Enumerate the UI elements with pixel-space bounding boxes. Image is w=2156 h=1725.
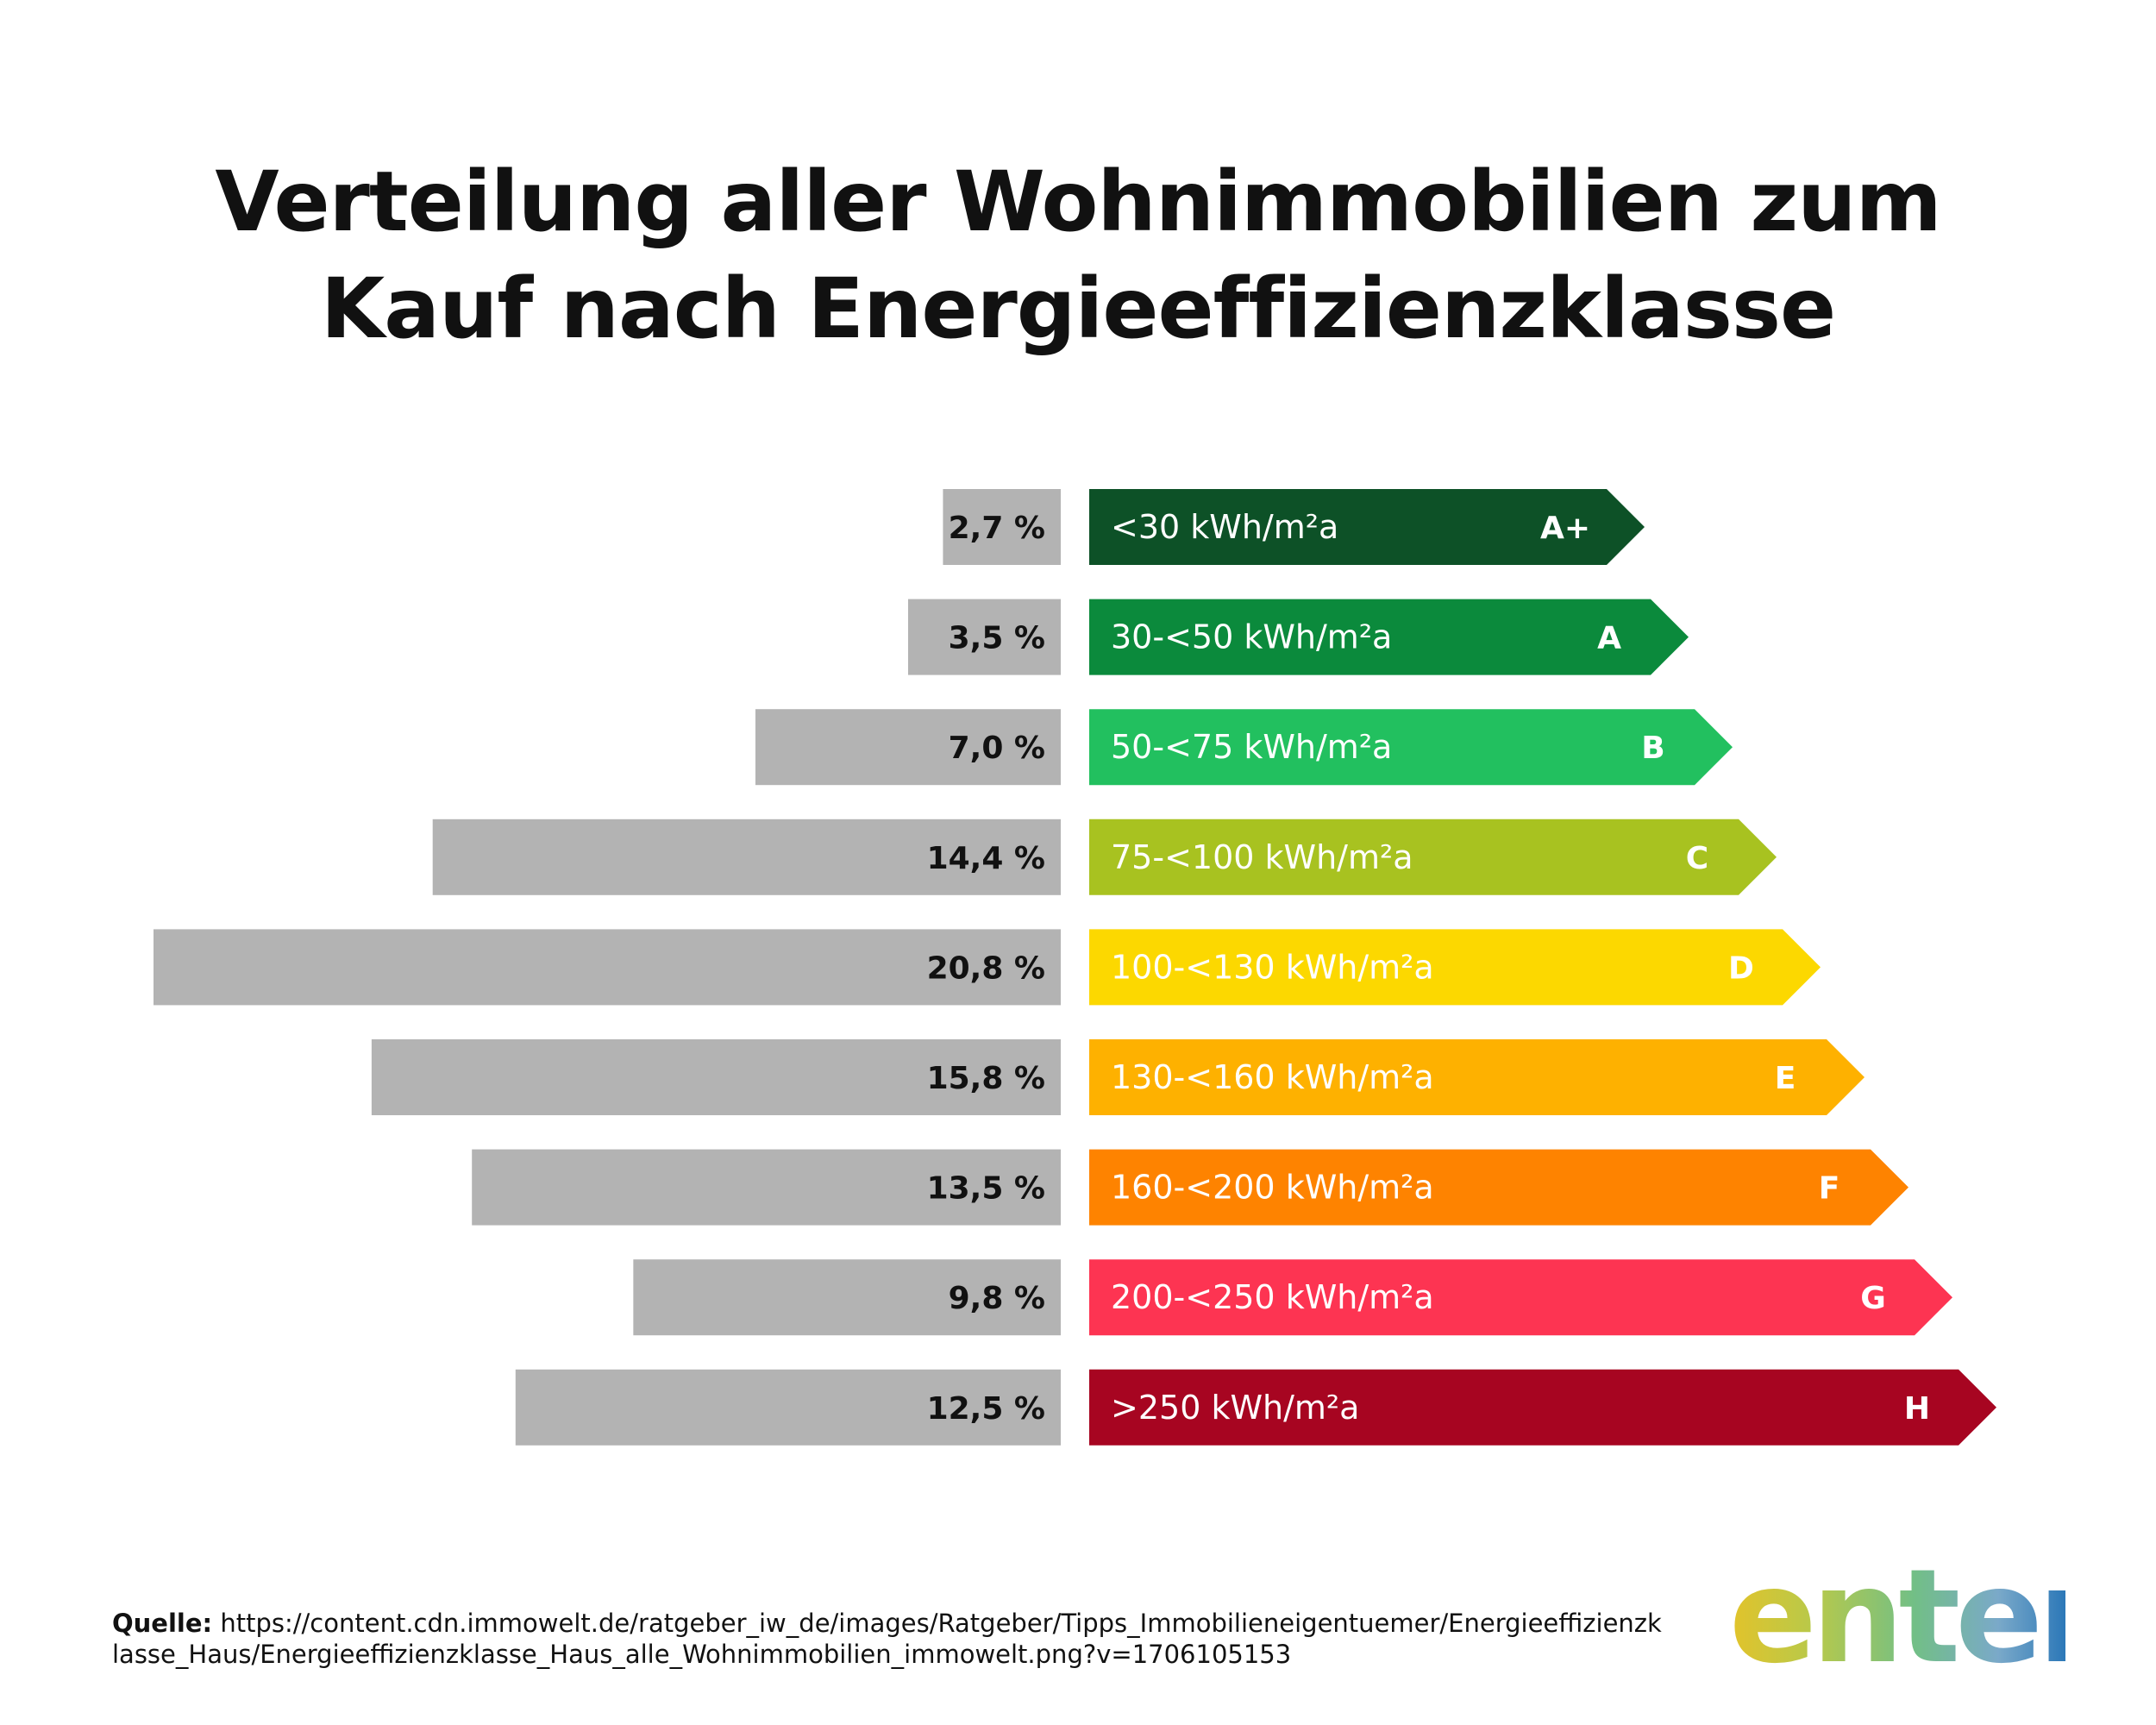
chart-title: Verteilung aller Wohnimmobilien zum Kauf… [0,148,2156,362]
value-bar-f [472,1149,1061,1226]
range-label: 50-<75 kWh/m²a [1111,728,1392,766]
value-label: 2,7 % [949,511,1045,546]
value-label: 7,0 % [949,731,1045,766]
energy-class-arrow-b [1089,709,1733,786]
class-label: G [1860,1281,1886,1316]
energy-class-arrow-a [1089,599,1689,675]
range-label: 30-<50 kWh/m²a [1111,618,1392,656]
range-label: 75-<100 kWh/m²a [1111,838,1413,876]
range-label: >250 kWh/m²a [1111,1389,1359,1427]
class-label: H [1904,1391,1930,1427]
value-bar-e [371,1039,1061,1115]
value-label: 15,8 % [927,1061,1045,1096]
chart-title-line-1: Verteilung aller Wohnimmobilien zum [215,154,1941,250]
enter-logo: enter [1729,1542,2102,1692]
class-label: B [1641,731,1664,766]
value-bar-aplus [943,489,1061,565]
energy-class-arrow-g [1089,1259,1952,1336]
value-label: 3,5 % [949,621,1045,656]
value-bar-d [154,929,1061,1006]
source-note: Quelle: https://content.cdn.immowelt.de/… [112,1608,1664,1670]
energy-class-arrow-d [1089,929,1821,1006]
chart-title-line-2: Kauf nach Energieeffizienzklasse [320,260,1836,357]
class-label: A [1597,621,1621,656]
range-label: 100-<130 kWh/m²a [1111,948,1434,986]
value-label: 14,4 % [927,841,1045,876]
value-label: 13,5 % [927,1171,1045,1207]
value-bar-c [432,819,1061,895]
range-label: <30 kWh/m²a [1111,508,1338,546]
value-bar-g [633,1259,1061,1336]
class-label: D [1728,950,1754,986]
value-label: 9,8 % [949,1281,1045,1316]
class-label: C [1686,841,1708,876]
value-label: 12,5 % [927,1391,1045,1427]
class-label: E [1775,1061,1796,1096]
value-bar-a [907,599,1061,675]
source-url[interactable]: https://content.cdn.immowelt.de/ratgeber… [112,1609,1662,1669]
value-bar-h [515,1369,1061,1446]
energy-class-chart: 2,7 % <30 kWh/m²a A+ 3,5 % 30-<50 kWh/m²a A 7,… [154,489,1996,1446]
energy-class-arrow-f [1089,1149,1908,1226]
value-label: 20,8 % [927,950,1045,986]
source-label: Quelle: [112,1609,213,1638]
class-label: A+ [1540,511,1590,546]
energy-class-arrow-aplus [1089,489,1645,565]
range-label: 130-<160 kWh/m²a [1111,1058,1434,1096]
energy-class-arrow-c [1089,819,1777,895]
range-label: 200-<250 kWh/m²a [1111,1278,1434,1316]
energy-class-arrow-e [1089,1039,1865,1115]
range-label: 160-<200 kWh/m²a [1111,1169,1434,1207]
energy-class-arrow-h [1089,1369,1996,1446]
class-label: F [1819,1171,1840,1207]
value-bar-b [755,709,1061,786]
